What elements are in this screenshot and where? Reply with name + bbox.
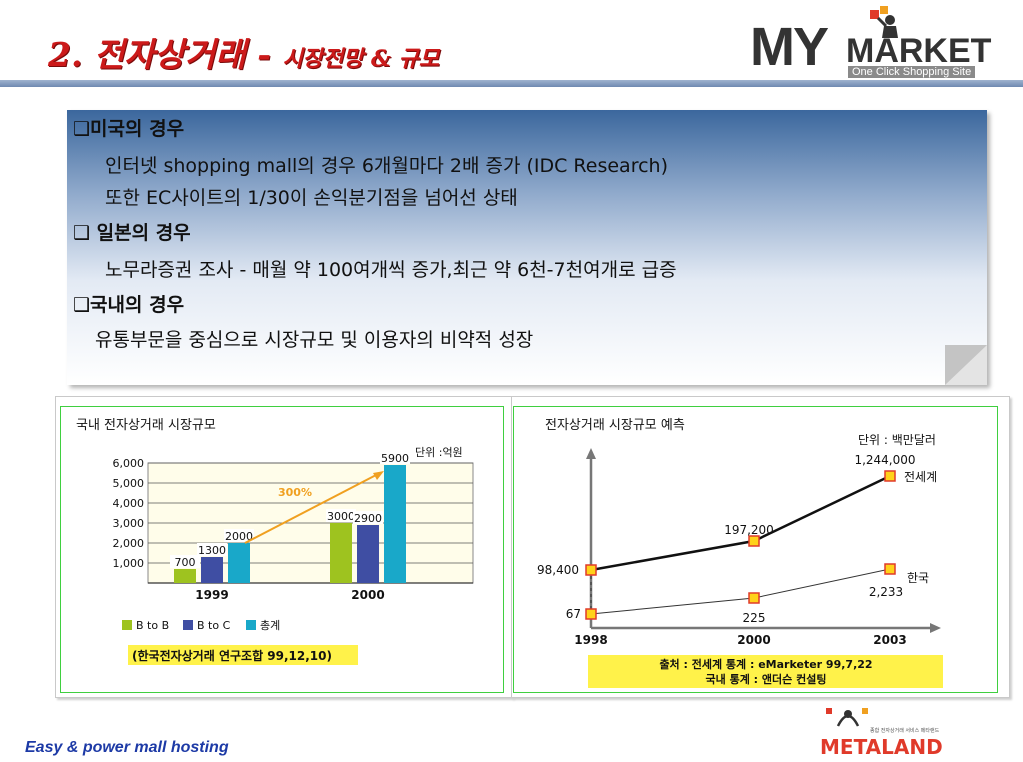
bar-chart-frame <box>60 406 504 693</box>
bar-chart-title: 국내 전자상거래 시장규모 <box>76 418 216 433</box>
section-heading-usa: ❑미국의 경우 <box>73 118 185 140</box>
y-axis-arrowhead <box>586 448 596 459</box>
metaland-small-text: 종합 전자상거래 서비스 메타랜드 <box>870 727 940 734</box>
line-chart-frame <box>513 406 998 693</box>
data-label-bg <box>326 509 356 522</box>
y-tick-label: 6,000 <box>113 457 145 470</box>
x-tick-label: 2003 <box>873 633 906 647</box>
shopping-mascot-icon <box>870 6 898 38</box>
marker-world <box>884 470 896 482</box>
source-box <box>128 645 358 665</box>
section-line: 유통부문을 중심으로 시장규모 및 이용자의 비약적 성장 <box>95 329 534 351</box>
x-tick-label: 2000 <box>737 633 770 647</box>
section-heading-korea: ❑국내의 경우 <box>73 294 185 316</box>
marker-korea <box>884 563 896 575</box>
y-tick-label: 3,000 <box>113 517 145 530</box>
data-label: 3000 <box>327 510 355 523</box>
data-label: 2000 <box>225 530 253 543</box>
x-tick-label: 1998 <box>574 633 607 647</box>
y-tick-label: 1,000 <box>113 557 145 570</box>
data-label: 1,244,000 <box>854 453 915 467</box>
x-tick-label: 2000 <box>351 588 384 602</box>
content-box <box>67 110 987 385</box>
marker-world <box>748 535 760 547</box>
slide-title-sub: 시장전망 & 규모 <box>282 46 440 72</box>
source-line-2: 국내 통계 : 앤더슨 컨설팅 <box>706 672 827 686</box>
legend-label: B to C <box>197 619 231 632</box>
unit-label: 단위 :억원 <box>415 446 463 459</box>
mymarket-logo: MY MARKET One Click Shopping Site <box>742 6 1012 80</box>
bar <box>384 465 406 583</box>
logo-market-text: MARKET <box>846 32 992 70</box>
data-label-bg <box>170 555 200 568</box>
page-curl <box>945 345 987 385</box>
y-tick-label: 2,000 <box>113 537 145 550</box>
source-line-1: 출처 : 전세계 통계 : eMarketer 99,7,22 <box>659 657 872 671</box>
bar <box>174 569 196 583</box>
data-label-bg <box>197 543 227 556</box>
data-label: 5900 <box>381 452 409 465</box>
growth-annotation: 300% <box>278 486 312 499</box>
legend-swatch <box>183 620 193 630</box>
data-label: 98,400 <box>537 563 579 577</box>
line-chart: 단위 : 백만달러 1998 2000 2003 98,400 197,200 1,244… <box>537 433 943 688</box>
marker-korea <box>585 608 597 620</box>
section-heading-japan: ❑ 일본의 경우 <box>73 222 191 244</box>
marker-korea <box>748 592 760 604</box>
legend-swatch <box>122 620 132 630</box>
source-text: (한국전자상거래 연구조합 99,12,10) <box>132 648 332 663</box>
series-line-korea <box>590 568 891 615</box>
y-tick-label: 5,000 <box>113 477 145 490</box>
legend-label: B to B <box>136 619 169 632</box>
data-label: 197,200 <box>724 523 774 537</box>
data-label: 1300 <box>198 544 226 557</box>
bar <box>228 543 250 583</box>
section-line: 또한 EC사이트의 1/30이 손익분기점을 넘어선 상태 <box>105 187 518 209</box>
data-label: 700 <box>175 556 196 569</box>
legend-label: 총계 <box>260 619 280 632</box>
data-label: 225 <box>743 611 766 625</box>
data-label-bg <box>224 529 254 542</box>
footer-slogan: Easy & power mall hosting <box>25 739 229 756</box>
data-label: 67 <box>566 607 581 621</box>
unit-label: 단위 : 백만달러 <box>858 433 936 447</box>
metaland-text: METALAND <box>820 735 943 758</box>
legend-swatch <box>246 620 256 630</box>
section-line: 노무라증권 조사 - 매월 약 100여개씩 증가,최근 약 6천-7천여개로 … <box>105 259 677 281</box>
growth-arrow <box>244 473 379 544</box>
series-label-korea: 한국 <box>907 571 929 585</box>
header-divider <box>0 80 1023 87</box>
line-chart-title: 전자상거래 시장규모 예측 <box>545 418 685 433</box>
series-label-world: 전세계 <box>904 470 937 484</box>
bar <box>357 525 379 583</box>
data-label: 2,233 <box>869 585 903 599</box>
data-label-bg <box>353 511 383 524</box>
metaland-logo: 종합 전자상거래 서비스 메타랜드 METALAND <box>820 708 943 758</box>
bar <box>201 557 223 583</box>
section-line: 인터넷 shopping mall의 경우 6개월마다 2배 증가 (IDC R… <box>105 155 668 177</box>
marker-world <box>585 564 597 576</box>
logo-tagline: One Click Shopping Site <box>848 66 976 78</box>
x-tick-label: 1999 <box>195 588 228 602</box>
slide-title-main: 2. 전자상거래 <box>48 35 246 74</box>
line-chart-panel <box>511 396 1010 698</box>
source-box <box>588 655 943 688</box>
y-tick-label: 4,000 <box>113 497 145 510</box>
slide-title-dash: - <box>245 35 283 74</box>
x-axis-arrowhead <box>930 623 941 633</box>
data-label: 2900 <box>354 512 382 525</box>
growth-arrowhead <box>373 471 384 480</box>
logo-my-text: MY <box>750 17 829 77</box>
data-label-bg <box>380 451 410 464</box>
bar-chart: 1,0002,0003,0004,0005,0006,0007001300200… <box>113 446 474 665</box>
bar <box>330 523 352 583</box>
slide-title: 2. 전자상거래 - 시장전망 & 규모 <box>48 28 439 76</box>
